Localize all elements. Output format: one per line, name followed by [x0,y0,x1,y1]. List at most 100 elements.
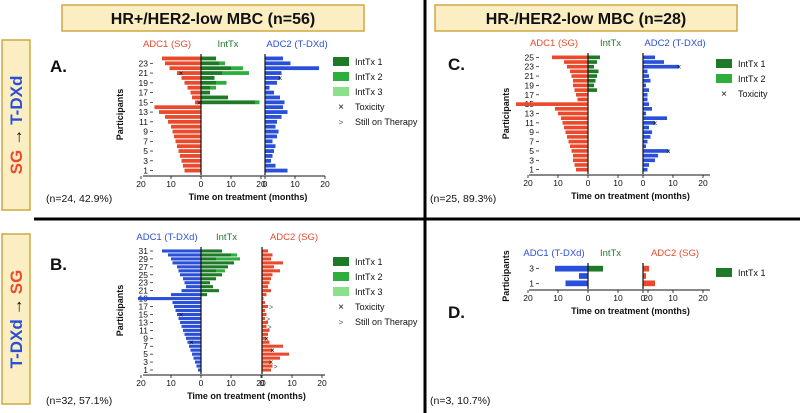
adc1-bar [187,85,201,90]
row-label-bottom-part1: T-DXd [7,319,26,368]
adc2-bar [643,273,646,279]
legend-label: IntTx 2 [355,272,383,282]
x-tick-label: 20 [643,293,653,303]
y-tick-label: 23 [139,58,149,68]
x-tick-label: 10 [668,293,678,303]
adc1-bar [183,328,201,332]
legend-swatch-dark [333,257,349,266]
y-tick-label: 29 [139,254,149,264]
adc1-bar [175,308,201,313]
x-tick-label: 10 [226,179,236,189]
adc2-bar [643,97,648,102]
adc2-bar [643,92,648,97]
y-tick-label: 21 [139,68,149,78]
adc1-bar [579,273,588,279]
header-left-box [61,4,365,32]
row-label-top-part1: SG [7,150,26,175]
adc1-bar [564,125,588,130]
adc1-bar [168,119,201,124]
x-tick-label: 0 [641,178,646,188]
toxicity-marker: × [269,358,274,367]
y-tick-label: 5 [529,146,534,156]
y-tick-label: 17 [139,302,149,312]
legend-still-on-symbol: > [339,118,344,127]
legend-swatch-mid [333,272,349,281]
toxicity-marker: × [278,74,283,83]
adc1-bar [172,301,201,305]
adc2-bar [265,163,276,168]
adc1-bar [189,344,201,348]
adc2-bar [262,281,270,285]
header-right: HR-/HER2-low MBC (n=28) [486,11,686,28]
inttx-bar-seg-1 [201,100,255,105]
adc1-bar [558,111,588,116]
x-tick-label: 0 [641,293,646,303]
x-tick-label: 10 [166,378,176,388]
inttx-bar-seg-1 [201,95,228,100]
adc1-bar [567,64,588,69]
adc1-bar [171,124,201,129]
adc2-bar [643,55,655,60]
inttx-bar-seg-2 [210,85,216,90]
row-label-bottom: T-DXd → SG [7,270,26,369]
adc2-bar [262,297,264,301]
col-label-adc1: ADC1 (SG) [530,38,578,49]
x-axis-label: Time on treatment (months) [571,191,690,201]
y-tick-label: 9 [143,127,148,137]
x-axis-label: Time on treatment (months) [189,192,308,202]
adc1-bar [178,316,201,320]
adc1-bar [571,149,588,153]
adc2-bar [265,76,280,80]
adc2-bar [262,356,280,360]
adc2-bar [262,257,271,261]
x-tick-label: 10 [553,293,563,303]
adc2-bar [262,261,283,265]
adc1-bar [577,97,588,102]
legend-swatch-mid [716,74,732,83]
adc2-bar [265,158,271,163]
legend-label: Toxicity [355,302,385,312]
adc2-bar [643,158,655,163]
legend-label: Toxicity [355,102,385,112]
y-tick-label: 23 [525,62,535,72]
inttx-bar-seg-1 [588,265,603,272]
n-note: (n=32, 57.1%) [46,395,112,407]
adc1-bar [180,273,201,277]
adc1-bar [174,134,201,139]
adc1-bar [187,340,201,344]
toxicity-marker: × [270,346,275,355]
adc2-bar [262,328,270,332]
y-tick-label: 13 [525,109,535,119]
y-tick-label: 27 [139,262,149,272]
inttx-bar-seg-1 [201,269,216,273]
inttx-bar-seg-1 [201,265,228,269]
adc1-bar [552,55,588,60]
adc1-bar [573,78,588,83]
panel-letter: C. [448,55,465,74]
adc1-bar [192,95,201,100]
inttx-bar-seg-2 [216,80,227,85]
adc1-bar [162,56,201,61]
col-label-adc1: ADC1 (T-DXd) [523,248,584,259]
legend-toxicity-symbol: × [721,89,727,100]
adc2-bar [262,364,273,368]
adc2-bar [265,80,277,85]
adc1-bar [184,80,201,85]
y-axis-label: Participants [501,88,511,140]
y-tick-label: 23 [139,278,149,288]
inttx-bar-seg-1 [201,285,213,289]
adc1-bar [562,121,588,125]
header-right-box [434,4,738,32]
adc2-bar [262,368,271,372]
adc1-bar [186,336,201,340]
adc1-bar [177,312,201,317]
col-label-adc1: ADC1 (SG) [143,39,191,50]
still-on-therapy-marker: > [269,305,273,312]
adc2-bar [643,139,648,144]
adc1-bar [573,158,588,163]
adc1-bar [555,265,588,272]
adc2-bar [265,61,291,66]
x-tick-label: 10 [553,178,563,188]
y-tick-label: 5 [143,349,148,359]
adc2-bar [262,265,274,269]
